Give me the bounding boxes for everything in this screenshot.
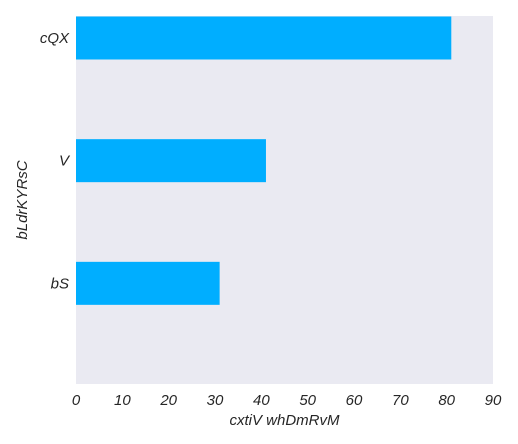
x-tick-label: 70 bbox=[392, 392, 409, 409]
x-tick-label: 30 bbox=[207, 392, 224, 409]
x-tick-label: 40 bbox=[253, 392, 270, 409]
x-tick-label: 0 bbox=[72, 392, 81, 409]
x-tick-label: 60 bbox=[346, 392, 363, 409]
y-tick-label: V bbox=[59, 153, 71, 170]
x-tick-label: 80 bbox=[438, 392, 455, 409]
bar-cQX bbox=[76, 16, 452, 60]
x-tick-label: 90 bbox=[485, 392, 502, 409]
bars-layer bbox=[76, 16, 452, 305]
y-tick-label: cQX bbox=[40, 30, 70, 47]
bar-bS bbox=[76, 261, 220, 305]
bar-V bbox=[76, 139, 266, 183]
x-axis-title: cxtiV whDmRvM bbox=[229, 412, 340, 429]
x-tick-label: 20 bbox=[159, 392, 177, 409]
x-tick-label: 10 bbox=[114, 392, 131, 409]
x-tick-labels: 0 10 20 30 40 50 60 70 80 90 bbox=[72, 392, 502, 409]
y-tick-labels: cQX VbS bbox=[40, 30, 71, 292]
y-axis-title: bLdrKYRsC bbox=[14, 160, 31, 239]
plot-area bbox=[76, 16, 493, 384]
y-tick-label: bS bbox=[51, 275, 69, 292]
x-tick-label: 50 bbox=[299, 392, 316, 409]
